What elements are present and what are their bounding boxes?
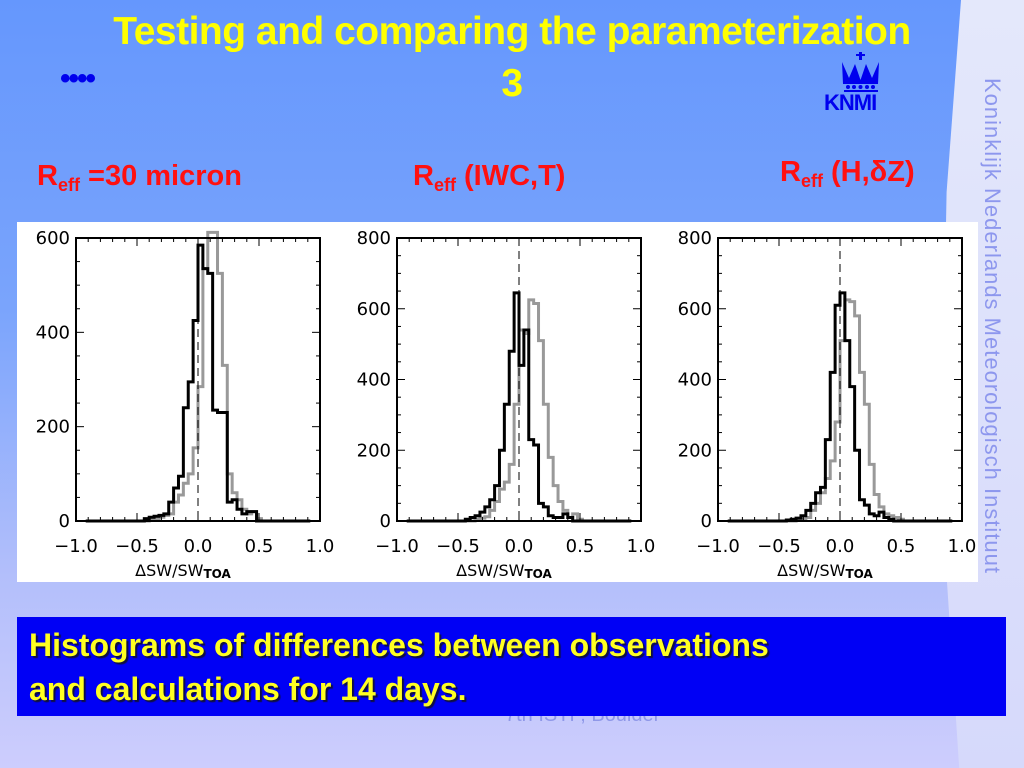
- x-tick-label: 0.5: [566, 536, 595, 557]
- x-tick-label: 0.0: [505, 536, 534, 557]
- histogram-chart-1: −1.0 −0.5 0.0 0.5 1.0 0 200 400 600 ΔSW/SWTOA: [36, 228, 335, 581]
- bullet-dots: ••••: [60, 62, 96, 95]
- y-tick-label: 0: [701, 511, 712, 532]
- x-axis-label: ΔSW/SWTOA: [456, 561, 552, 581]
- y-tick-label: 400: [678, 370, 712, 391]
- y-tick-label: 0: [59, 511, 70, 532]
- y-tick-label: 400: [36, 322, 70, 343]
- caption-line2: and calculations for 14 days.: [29, 671, 467, 707]
- charts-panel: −1.0 −0.5 0.0 0.5 1.0 0 200 400 600 ΔSW/SWTOA −1.0…: [17, 222, 978, 582]
- x-tick-label: 1.0: [306, 536, 335, 557]
- histogram-series-gray: [406, 298, 632, 523]
- knmi-logo: KNMI: [822, 50, 902, 116]
- crown-icon: [842, 52, 879, 92]
- slide-title-line2: 3: [501, 62, 523, 105]
- histogram-chart-2: −1.0 −0.5 0.0 0.5 1.0 0 200 400 600 800 ΔSW/SWTOA: [357, 228, 656, 581]
- y-tick-label: 200: [36, 417, 70, 438]
- y-tick-label: 600: [678, 299, 712, 320]
- y-tick-label: 200: [357, 440, 391, 461]
- y-tick-label: 400: [357, 370, 391, 391]
- x-tick-label: 0.5: [245, 536, 274, 557]
- x-tick-label: 1.0: [627, 536, 656, 557]
- x-axis-label: ΔSW/SWTOA: [777, 561, 873, 581]
- y-tick-label: 600: [357, 299, 391, 320]
- x-axis-label: ΔSW/SWTOA: [135, 561, 231, 581]
- x-tick-label: −1.0: [54, 536, 98, 557]
- y-tick-label: 800: [357, 228, 391, 249]
- x-tick-label: 0.5: [887, 536, 916, 557]
- histogram-chart-3: −1.0 −0.5 0.0 0.5 1.0 0 200 400 600 800 ΔSW/SWTOA: [678, 228, 977, 581]
- y-tick-label: 600: [36, 228, 70, 249]
- caption-box: Histograms of differences between observ…: [17, 617, 1006, 716]
- subtitle-reff-h: Reff (H,δZ): [780, 156, 915, 191]
- y-tick-label: 200: [678, 440, 712, 461]
- slide-title-line1: Testing and comparing the parameterizati…: [113, 10, 911, 53]
- side-text: Koninklijk Nederlands Meteorologisch Ins…: [980, 78, 1005, 575]
- x-tick-label: −1.0: [375, 536, 419, 557]
- x-tick-label: −0.5: [757, 536, 801, 557]
- histogram-charts: −1.0 −0.5 0.0 0.5 1.00200400600ΔSW/SWTOA−1.0…: [36, 228, 977, 581]
- subtitle-reff-30: Reff =30 micron: [37, 160, 242, 195]
- caption-line1: Histograms of differences between observ…: [29, 627, 769, 663]
- x-tick-label: 0.0: [184, 536, 213, 557]
- y-tick-label: 800: [678, 228, 712, 249]
- subtitle-reff-iwc: Reff (IWC,T): [413, 160, 566, 195]
- x-tick-label: −0.5: [436, 536, 480, 557]
- logo-text: KNMI: [824, 90, 877, 115]
- x-tick-label: −1.0: [696, 536, 740, 557]
- x-tick-label: 0.0: [826, 536, 855, 557]
- y-tick-label: 0: [380, 511, 391, 532]
- x-tick-label: −0.5: [115, 536, 159, 557]
- x-tick-label: 1.0: [948, 536, 977, 557]
- histogram-series-black: [727, 291, 953, 523]
